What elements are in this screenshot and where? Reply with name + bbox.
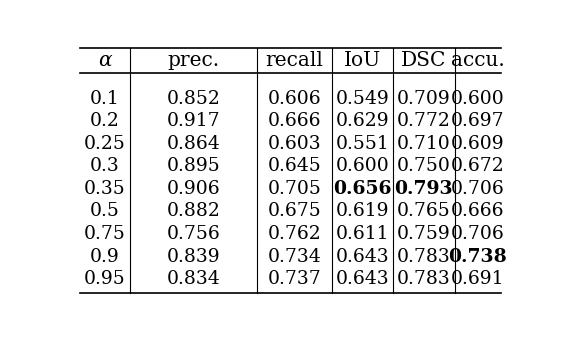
Text: 0.609: 0.609: [451, 135, 504, 153]
Text: 0.75: 0.75: [84, 225, 126, 243]
Text: 0.765: 0.765: [397, 202, 451, 220]
Text: 0.9: 0.9: [90, 247, 119, 266]
Text: 0.95: 0.95: [84, 270, 126, 288]
Text: 0.25: 0.25: [84, 135, 126, 153]
Text: 0.629: 0.629: [336, 112, 389, 130]
Text: 0.710: 0.710: [397, 135, 451, 153]
Text: 0.762: 0.762: [268, 225, 321, 243]
Text: 0.839: 0.839: [167, 247, 220, 266]
Text: 0.2: 0.2: [90, 112, 119, 130]
Text: 0.895: 0.895: [167, 158, 220, 175]
Text: 0.706: 0.706: [451, 180, 504, 198]
Text: 0.549: 0.549: [336, 90, 389, 108]
Text: 0.737: 0.737: [268, 270, 321, 288]
Text: 0.772: 0.772: [397, 112, 451, 130]
Text: 0.600: 0.600: [336, 158, 389, 175]
Text: 0.793: 0.793: [395, 180, 453, 198]
Text: 0.551: 0.551: [336, 135, 389, 153]
Text: 0.600: 0.600: [451, 90, 504, 108]
Text: 0.917: 0.917: [167, 112, 220, 130]
Text: 0.35: 0.35: [84, 180, 126, 198]
Text: 0.906: 0.906: [167, 180, 220, 198]
Text: 0.750: 0.750: [397, 158, 451, 175]
Text: 0.734: 0.734: [268, 247, 321, 266]
Text: 0.645: 0.645: [268, 158, 321, 175]
Text: accu.: accu.: [451, 51, 504, 70]
Text: 0.697: 0.697: [451, 112, 504, 130]
Text: prec.: prec.: [168, 51, 220, 70]
Text: 0.705: 0.705: [268, 180, 321, 198]
Text: 0.691: 0.691: [451, 270, 504, 288]
Text: 0.1: 0.1: [90, 90, 119, 108]
Text: 0.619: 0.619: [336, 202, 389, 220]
Text: 0.864: 0.864: [167, 135, 220, 153]
Text: 0.3: 0.3: [90, 158, 119, 175]
Text: 0.783: 0.783: [397, 247, 451, 266]
Text: 0.603: 0.603: [268, 135, 321, 153]
Text: IoU: IoU: [344, 51, 381, 70]
Text: 0.666: 0.666: [268, 112, 321, 130]
Text: 0.706: 0.706: [451, 225, 504, 243]
Text: 0.611: 0.611: [336, 225, 389, 243]
Text: 0.882: 0.882: [166, 202, 221, 220]
Text: 0.643: 0.643: [336, 247, 389, 266]
Text: 0.643: 0.643: [336, 270, 389, 288]
Text: DSC: DSC: [401, 51, 447, 70]
Text: 0.709: 0.709: [397, 90, 451, 108]
Text: 0.675: 0.675: [268, 202, 321, 220]
Text: 0.5: 0.5: [90, 202, 119, 220]
Text: 0.738: 0.738: [448, 247, 507, 266]
Text: α: α: [98, 51, 112, 70]
Text: 0.834: 0.834: [167, 270, 220, 288]
Text: 0.672: 0.672: [451, 158, 504, 175]
Text: 0.783: 0.783: [397, 270, 451, 288]
Text: 0.852: 0.852: [166, 90, 221, 108]
Text: 0.666: 0.666: [451, 202, 504, 220]
Text: 0.759: 0.759: [397, 225, 451, 243]
Text: 0.606: 0.606: [268, 90, 321, 108]
Text: 0.756: 0.756: [167, 225, 220, 243]
Text: recall: recall: [265, 51, 323, 70]
Text: 0.656: 0.656: [333, 180, 392, 198]
